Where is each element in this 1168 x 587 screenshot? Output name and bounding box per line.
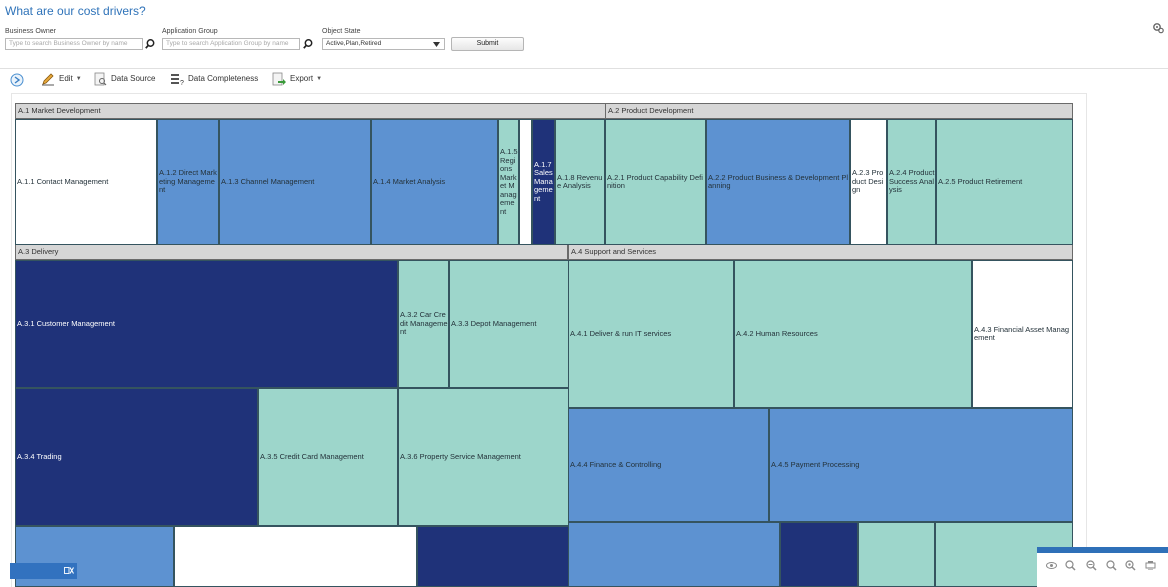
treemap-cell[interactable]: A.1.7 Sales Management: [532, 119, 555, 245]
treemap-cell[interactable]: A.3.6 Property Service Management: [398, 388, 569, 526]
data-source-icon: [94, 72, 107, 86]
treemap-cell-label: A.4.3 Financial Asset Management: [974, 324, 1070, 342]
treemap-cell-label: A.1.2 Direct Marketing Management: [159, 168, 217, 195]
treemap-cell-label: A.3.2 Car Credit Management: [400, 310, 448, 337]
treemap-cell[interactable]: [519, 119, 532, 245]
treemap-cell-label: A.4.2 Human Resources: [736, 328, 818, 338]
zoom-controls-bar: [1037, 547, 1168, 553]
eye-icon[interactable]: [1046, 560, 1057, 571]
treemap-cell-label: A.2.2 Product Business & Development Pla…: [708, 172, 849, 190]
toolbar-divider: [0, 68, 1168, 69]
treemap-cell[interactable]: A.4.2 Human Resources: [734, 260, 972, 408]
treemap-cell[interactable]: [568, 522, 780, 587]
treemap-group-header[interactable]: A.1 Market Development: [15, 103, 606, 119]
treemap-cell-label: A.1.1 Contact Management: [17, 176, 109, 186]
treemap-cell-label: A.3.6 Property Service Management: [400, 451, 521, 461]
treemap-cell-label: A.4.1 Deliver & run IT services: [570, 328, 672, 338]
zoom-fit-icon[interactable]: [1125, 560, 1136, 571]
minimized-panel[interactable]: [10, 563, 77, 579]
search-icon[interactable]: [302, 38, 314, 50]
caret-down-icon: ▼: [316, 76, 323, 82]
data-completeness-button[interactable]: ? Data Completeness: [170, 71, 258, 87]
object-state-label: Object State: [322, 28, 361, 35]
treemap-cell[interactable]: [417, 526, 569, 587]
treemap-cell-label: A.3.4 Trading: [17, 451, 62, 461]
treemap-cell[interactable]: A.2.5 Product Retirement: [936, 119, 1073, 245]
treemap-cell-label: A.4.4 Finance & Controlling: [570, 459, 662, 469]
treemap-cell[interactable]: A.4.5 Payment Processing: [769, 408, 1073, 522]
zoom-reset-icon[interactable]: [1106, 560, 1117, 571]
treemap-cell[interactable]: A.3.1 Customer Management: [15, 260, 398, 388]
search-icon[interactable]: [144, 38, 156, 50]
data-source-button[interactable]: Data Source: [93, 71, 155, 87]
treemap-cell-label: A.1.5 Regions Market Management: [500, 147, 518, 216]
treemap-cell[interactable]: A.1.3 Channel Management: [219, 119, 371, 245]
zoom-controls: [1037, 553, 1168, 587]
treemap-cell[interactable]: A.3.4 Trading: [15, 388, 258, 526]
treemap-cell-label: A.3.5 Credit Card Management: [260, 451, 364, 461]
treemap-cell[interactable]: A.1.4 Market Analysis: [371, 119, 498, 245]
treemap-cell[interactable]: A.3.5 Credit Card Management: [258, 388, 398, 526]
treemap-cell-label: A.2.5 Product Retirement: [938, 176, 1023, 186]
data-completeness-label: Data Completeness: [188, 74, 259, 83]
treemap-cell[interactable]: A.4.4 Finance & Controlling: [568, 408, 769, 522]
data-completeness-icon: ?: [171, 74, 184, 86]
submit-button[interactable]: Submit: [451, 37, 524, 51]
treemap-cell[interactable]: A.2.2 Product Business & Development Pla…: [706, 119, 850, 245]
treemap-cell-label: A.1.3 Channel Management: [221, 176, 315, 186]
zoom-in-icon[interactable]: [1065, 560, 1076, 571]
treemap-cell[interactable]: [780, 522, 858, 587]
treemap-cell-label: A.2.4 Product Success Analysis: [889, 168, 935, 195]
treemap-cell[interactable]: [858, 522, 935, 587]
restore-close-icon[interactable]: [64, 566, 74, 575]
chevron-down-icon[interactable]: [433, 42, 440, 47]
edit-menu[interactable]: Edit ▼: [41, 71, 82, 87]
print-icon[interactable]: [1145, 560, 1156, 571]
treemap-cell-label: A.3.3 Depot Management: [451, 318, 537, 328]
object-state-select[interactable]: Active,Plan,Retired: [322, 38, 445, 50]
treemap-cell[interactable]: A.1.8 Revenue Analysis: [555, 119, 605, 245]
treemap-cell[interactable]: A.3.3 Depot Management: [449, 260, 569, 388]
treemap-cell[interactable]: A.4.3 Financial Asset Management: [972, 260, 1073, 408]
treemap-cell[interactable]: A.1.2 Direct Marketing Management: [157, 119, 219, 245]
svg-text:?: ?: [180, 80, 184, 86]
treemap-cell[interactable]: A.4.1 Deliver & run IT services: [568, 260, 734, 408]
data-source-label: Data Source: [111, 74, 156, 83]
export-menu-label: Export: [290, 74, 314, 83]
treemap-cell-label: A.2.3 Product Design: [852, 168, 884, 195]
pencil-icon: [42, 73, 54, 86]
export-menu[interactable]: Export ▼: [272, 71, 322, 87]
edit-menu-label: Edit: [59, 74, 73, 83]
treemap-cell[interactable]: A.2.4 Product Success Analysis: [887, 119, 936, 245]
application-group-label: Application Group: [162, 28, 218, 35]
treemap-cell-label: A.1.8 Revenue Analysis: [557, 172, 603, 190]
treemap-cell-label: A.1.7 Sales Management: [534, 159, 553, 203]
treemap-cell[interactable]: [174, 526, 417, 587]
page-title: What are our cost drivers?: [5, 4, 146, 18]
export-icon: [272, 72, 286, 86]
treemap-group-header[interactable]: A.3 Delivery: [15, 244, 568, 260]
caret-down-icon: ▼: [75, 76, 82, 82]
treemap-cell[interactable]: A.1.5 Regions Market Management: [498, 119, 519, 245]
treemap-cell[interactable]: A.1.1 Contact Management: [15, 119, 157, 245]
settings-icon[interactable]: [1152, 22, 1164, 34]
treemap-group-header[interactable]: A.2 Product Development: [605, 103, 1073, 119]
treemap-cell-label: A.1.4 Market Analysis: [373, 176, 446, 186]
business-owner-label: Business Owner: [5, 28, 56, 35]
treemap-cell-label: A.3.1 Customer Management: [17, 318, 115, 328]
treemap-group-header[interactable]: A.4 Support and Services: [568, 244, 1073, 260]
treemap-cell[interactable]: A.2.1 Product Capability Definition: [605, 119, 706, 245]
expand-circle-icon[interactable]: [10, 73, 24, 87]
business-owner-input[interactable]: Type to search Business Owner by name: [5, 38, 143, 50]
treemap-cell[interactable]: A.2.3 Product Design: [850, 119, 887, 245]
treemap-cell-label: A.2.1 Product Capability Definition: [607, 172, 703, 190]
treemap-cell-label: A.4.5 Payment Processing: [771, 459, 860, 469]
zoom-out-icon[interactable]: [1086, 560, 1097, 571]
application-group-input[interactable]: Type to search Application Group by name: [162, 38, 300, 50]
treemap-cell[interactable]: A.3.2 Car Credit Management: [398, 260, 449, 388]
